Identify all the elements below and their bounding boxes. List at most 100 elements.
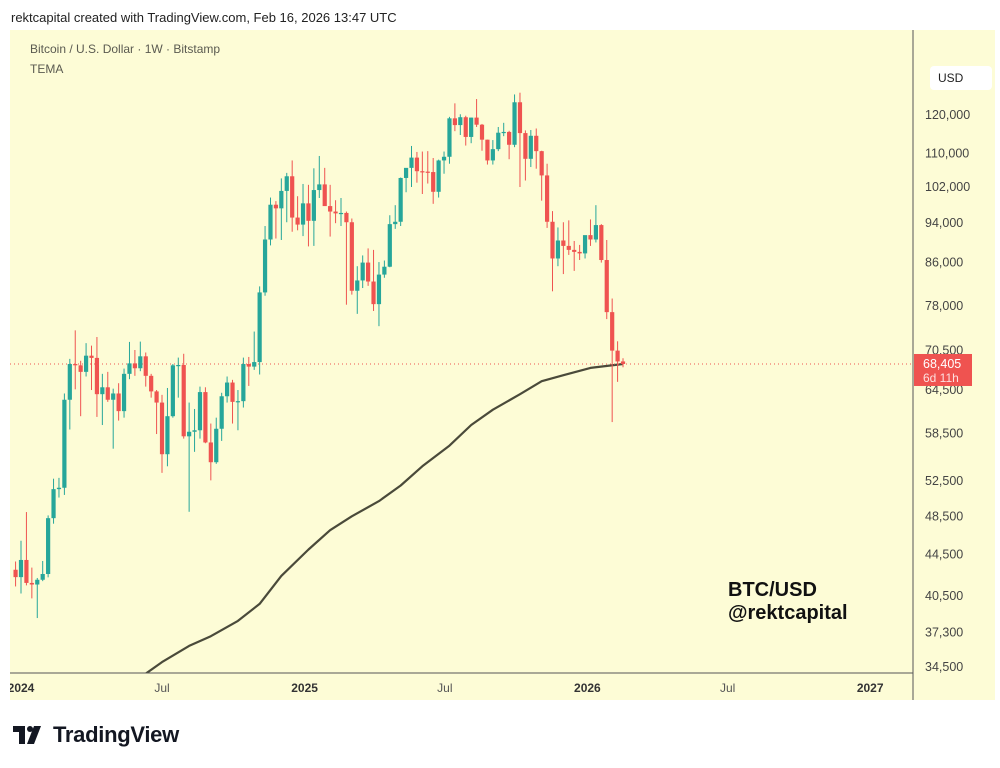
candle-body: [610, 312, 615, 351]
candle: [469, 117, 474, 144]
candle-body: [176, 364, 181, 367]
candle-body: [46, 518, 51, 574]
candle-body: [241, 364, 246, 402]
candle-body: [409, 157, 414, 168]
candle-body: [463, 117, 468, 137]
candle: [83, 343, 89, 377]
candle-body: [447, 118, 452, 157]
candle-body: [431, 172, 436, 192]
candle: [279, 178, 284, 240]
candle-body: [420, 171, 425, 173]
indicator-legend[interactable]: TEMA: [30, 62, 64, 76]
candle: [398, 177, 403, 227]
candle: [89, 345, 94, 391]
candle-body: [544, 175, 550, 222]
candle-body: [252, 362, 257, 367]
candle-body: [262, 239, 268, 293]
candle-body: [187, 431, 192, 437]
candle: [46, 515, 51, 578]
candle-body: [604, 260, 609, 313]
candle-body: [18, 559, 24, 578]
candle-body: [306, 203, 311, 221]
candle: [496, 126, 501, 152]
candle-body: [62, 399, 67, 488]
candle: [371, 249, 376, 311]
candle-body: [219, 396, 224, 429]
price-tick-label: 40,500: [925, 589, 963, 603]
candle-body: [29, 582, 34, 585]
candle-body: [317, 184, 322, 191]
candle-body: [192, 430, 197, 432]
candle: [355, 266, 360, 314]
candle-body: [620, 361, 626, 364]
time-tick-label: 2027: [857, 681, 884, 695]
candle-body: [56, 487, 62, 490]
candle-body: [40, 573, 45, 580]
candle-body: [534, 135, 539, 152]
candle-body: [273, 204, 279, 209]
candle-body: [24, 559, 29, 583]
candle: [403, 167, 409, 193]
candle: [338, 197, 344, 227]
symbol-legend[interactable]: Bitcoin / U.S. Dollar · 1W · Bitstamp: [30, 42, 221, 56]
candle: [165, 387, 170, 467]
candle-body: [100, 387, 105, 395]
candle-body: [425, 171, 430, 173]
currency-button[interactable]: USD: [930, 66, 992, 90]
candle: [127, 341, 132, 380]
candle-body: [349, 222, 354, 291]
price-chart[interactable]: 120,000110,000102,00094,00086,00078,0007…: [10, 30, 995, 700]
candle: [382, 260, 387, 278]
candle: [582, 235, 588, 259]
candle: [13, 561, 18, 587]
candle: [566, 220, 571, 255]
candle: [620, 358, 626, 368]
price-tick-label: 34,500: [925, 660, 963, 674]
footer[interactable]: TradingView: [13, 722, 179, 748]
candle-body: [73, 364, 78, 366]
watermark-line-2: @rektcapital: [728, 602, 848, 624]
candle-body: [328, 206, 333, 212]
chart-panel[interactable]: 120,000 110,000 102,000 94,000 86,000 78,000 7…: [10, 30, 995, 700]
candle-body: [300, 203, 306, 225]
watermark-line-1: BTC/USD: [728, 579, 817, 601]
candle: [490, 140, 495, 165]
candle: [517, 92, 523, 187]
candle: [154, 390, 159, 435]
candle: [208, 423, 213, 481]
candle-body: [105, 387, 110, 400]
candle: [577, 244, 582, 261]
candle: [132, 349, 137, 376]
candle: [105, 371, 110, 402]
candle: [458, 114, 463, 136]
price-tick-label: 48,500: [925, 509, 963, 523]
candle: [479, 123, 485, 151]
candle: [447, 116, 452, 164]
price-tick-label: 78,000: [925, 299, 963, 313]
candle: [485, 139, 490, 165]
candle-body: [51, 489, 56, 519]
candle: [501, 122, 506, 137]
candle: [290, 160, 295, 232]
candle: [268, 197, 273, 246]
candle-body: [279, 190, 284, 209]
candle: [441, 151, 447, 174]
price-tick-label: 64,500: [925, 383, 963, 397]
candle-body: [127, 363, 132, 374]
candle: [610, 298, 615, 423]
candle: [40, 560, 45, 582]
candle: [572, 240, 577, 271]
price-tick-label: 58,500: [925, 426, 963, 440]
candle-body: [83, 355, 89, 372]
candle: [187, 402, 192, 512]
candle: [121, 368, 127, 418]
candle: [230, 379, 235, 424]
candle: [387, 215, 392, 268]
candle: [615, 341, 620, 382]
candle: [78, 360, 83, 417]
candle: [599, 224, 604, 263]
candle-body: [572, 249, 577, 252]
candle: [322, 167, 327, 207]
candle-body: [116, 393, 121, 412]
